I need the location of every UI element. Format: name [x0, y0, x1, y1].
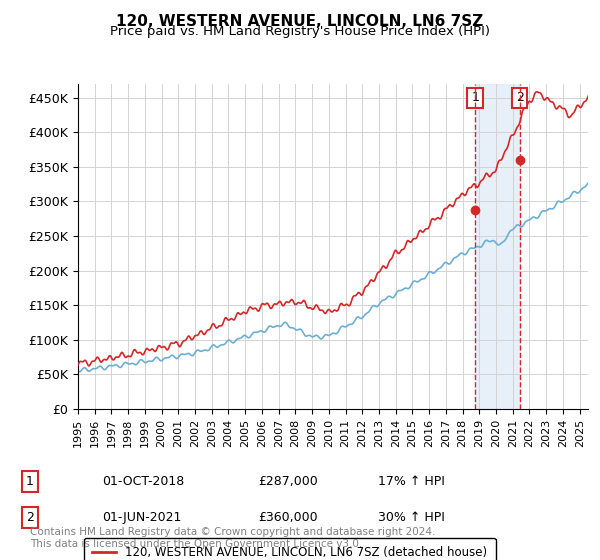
Text: 2: 2 — [516, 91, 524, 104]
Legend: 120, WESTERN AVENUE, LINCOLN, LN6 7SZ (detached house), HPI: Average price, deta: 120, WESTERN AVENUE, LINCOLN, LN6 7SZ (d… — [84, 538, 496, 560]
Text: 1: 1 — [471, 91, 479, 104]
Bar — [475, 84, 520, 409]
Text: £287,000: £287,000 — [258, 475, 318, 488]
Text: Price paid vs. HM Land Registry's House Price Index (HPI): Price paid vs. HM Land Registry's House … — [110, 25, 490, 38]
Text: 17% ↑ HPI: 17% ↑ HPI — [378, 475, 445, 488]
Text: 01-JUN-2021: 01-JUN-2021 — [102, 511, 181, 524]
Text: Contains HM Land Registry data © Crown copyright and database right 2024.
This d: Contains HM Land Registry data © Crown c… — [30, 527, 436, 549]
Text: 120, WESTERN AVENUE, LINCOLN, LN6 7SZ: 120, WESTERN AVENUE, LINCOLN, LN6 7SZ — [116, 14, 484, 29]
Text: 1: 1 — [26, 475, 34, 488]
Text: 30% ↑ HPI: 30% ↑ HPI — [378, 511, 445, 524]
Text: £360,000: £360,000 — [258, 511, 317, 524]
Text: 01-OCT-2018: 01-OCT-2018 — [102, 475, 184, 488]
Text: 2: 2 — [26, 511, 34, 524]
